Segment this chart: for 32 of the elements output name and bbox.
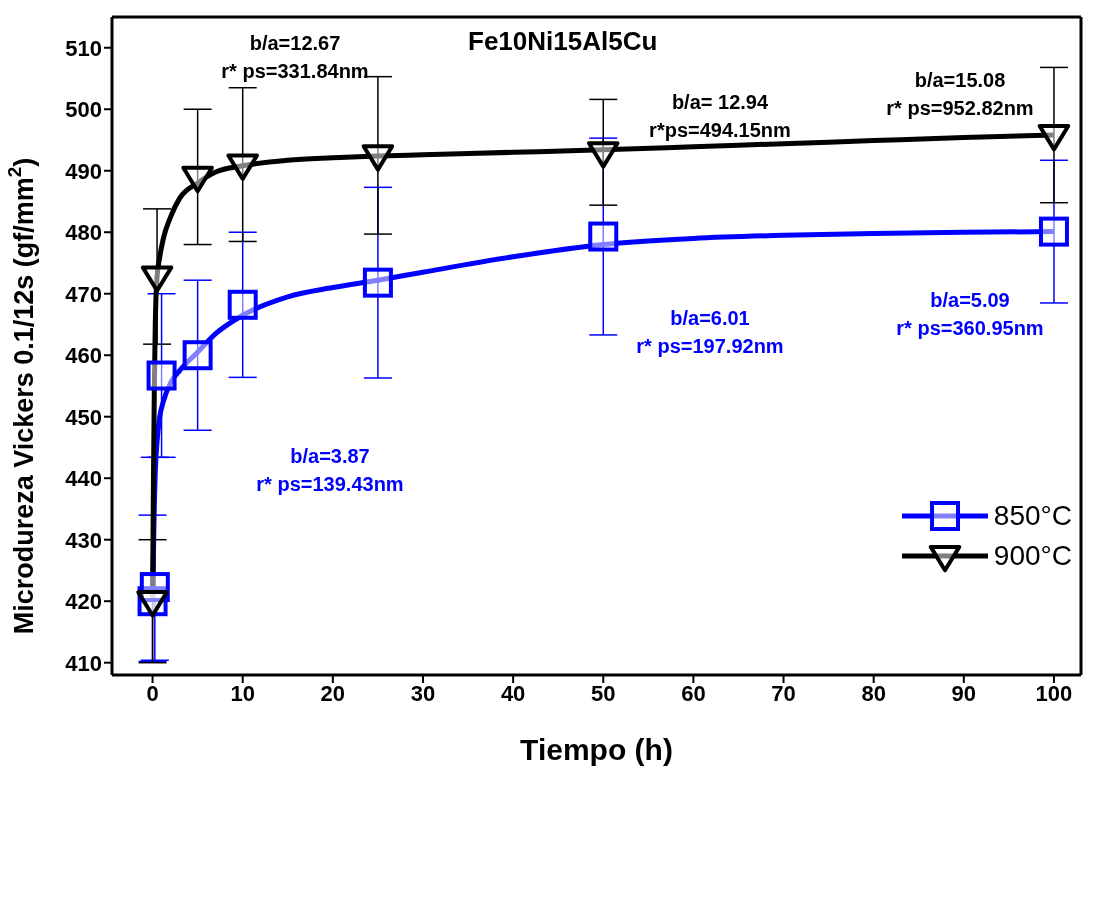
annotation: b/a=15.08 r* ps=952.82nm xyxy=(886,69,1034,120)
y-tick-label: 470 xyxy=(65,281,102,307)
x-tick-label: 40 xyxy=(500,680,526,706)
y-tick-label: 480 xyxy=(65,220,102,246)
x-tick-label: 50 xyxy=(591,680,616,706)
y-tick-label: 430 xyxy=(65,527,102,553)
y-tick-label: 460 xyxy=(65,343,102,369)
x-tick-label: 70 xyxy=(771,680,796,706)
chart-title: Fe10Ni15Al5Cu xyxy=(468,26,658,57)
y-tick-label: 500 xyxy=(65,97,102,123)
x-tick-label: 10 xyxy=(230,680,255,706)
y-tick-label: 510 xyxy=(65,35,102,61)
x-tick-label: 100 xyxy=(1035,680,1073,706)
legend-label: 850°C xyxy=(993,500,1072,532)
x-tick-label: 60 xyxy=(681,680,706,706)
annotation: b/a= 12.94 r*ps=494.15nm xyxy=(649,91,791,142)
y-tick-label: 420 xyxy=(65,589,102,615)
x-tick-label: 0 xyxy=(146,680,159,706)
legend-label: 900°C xyxy=(993,540,1072,572)
annotation: b/a=6.01 r* ps=197.92nm xyxy=(636,307,784,358)
x-tick-label: 30 xyxy=(410,680,436,706)
annotation: b/a=12.67 r* ps=331.84nm xyxy=(221,32,369,83)
x-tick-label: 20 xyxy=(320,680,346,706)
y-tick-label: 450 xyxy=(65,404,102,430)
y-tick-label: 410 xyxy=(65,650,102,676)
annotation: b/a=5.09 r* ps=360.95nm xyxy=(896,289,1044,340)
x-tick-label: 80 xyxy=(861,680,886,706)
y-tick-label: 440 xyxy=(65,466,102,492)
annotation: b/a=3.87 r* ps=139.43nm xyxy=(256,445,404,496)
x-tick-label: 90 xyxy=(951,680,977,706)
x-axis-title: Tiempo (h) xyxy=(520,733,673,766)
y-tick-label: 490 xyxy=(65,158,102,184)
